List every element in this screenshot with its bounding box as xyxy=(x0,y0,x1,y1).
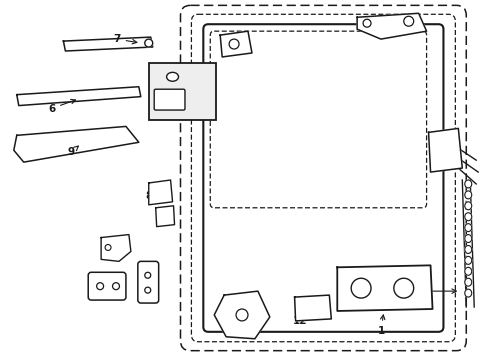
Text: 4: 4 xyxy=(392,22,413,32)
Polygon shape xyxy=(337,265,432,311)
FancyBboxPatch shape xyxy=(154,89,184,110)
Polygon shape xyxy=(356,13,426,39)
Text: 14: 14 xyxy=(136,268,151,278)
Text: 1: 1 xyxy=(377,315,384,336)
Circle shape xyxy=(403,16,413,26)
FancyBboxPatch shape xyxy=(138,261,158,303)
Bar xyxy=(148,63,216,121)
Text: 13: 13 xyxy=(94,277,108,287)
Circle shape xyxy=(362,19,370,27)
Polygon shape xyxy=(294,295,331,321)
Circle shape xyxy=(350,278,370,298)
Ellipse shape xyxy=(464,256,471,264)
Polygon shape xyxy=(220,31,251,57)
Ellipse shape xyxy=(464,224,471,231)
Circle shape xyxy=(144,287,150,293)
Ellipse shape xyxy=(464,278,471,286)
Text: 3: 3 xyxy=(443,135,453,149)
Circle shape xyxy=(229,39,239,49)
Text: 12: 12 xyxy=(292,310,308,326)
Ellipse shape xyxy=(464,213,471,221)
Text: 2: 2 xyxy=(412,286,455,296)
Ellipse shape xyxy=(464,246,471,253)
Polygon shape xyxy=(101,235,131,261)
Polygon shape xyxy=(17,87,141,105)
Text: 8: 8 xyxy=(145,191,158,201)
Text: 9: 9 xyxy=(68,146,78,157)
Text: 5: 5 xyxy=(234,312,241,322)
Ellipse shape xyxy=(464,267,471,275)
Circle shape xyxy=(97,283,103,290)
Ellipse shape xyxy=(464,202,471,210)
Ellipse shape xyxy=(464,235,471,243)
Text: 16: 16 xyxy=(105,239,120,249)
Circle shape xyxy=(393,278,413,298)
Ellipse shape xyxy=(166,72,178,81)
Ellipse shape xyxy=(464,180,471,188)
Text: 6: 6 xyxy=(48,99,75,113)
Polygon shape xyxy=(14,126,139,162)
Circle shape xyxy=(144,39,152,47)
Text: 10: 10 xyxy=(155,64,170,77)
Polygon shape xyxy=(155,206,174,227)
Circle shape xyxy=(105,244,111,251)
Ellipse shape xyxy=(464,289,471,297)
Circle shape xyxy=(144,272,150,278)
Polygon shape xyxy=(427,129,461,172)
Polygon shape xyxy=(214,291,269,339)
Text: 7: 7 xyxy=(113,34,137,44)
Circle shape xyxy=(112,283,119,290)
Polygon shape xyxy=(148,180,172,205)
FancyBboxPatch shape xyxy=(88,272,126,300)
Text: 11: 11 xyxy=(221,42,235,52)
Ellipse shape xyxy=(464,191,471,199)
Text: 15: 15 xyxy=(156,213,170,223)
Polygon shape xyxy=(63,37,152,51)
Circle shape xyxy=(236,309,247,321)
